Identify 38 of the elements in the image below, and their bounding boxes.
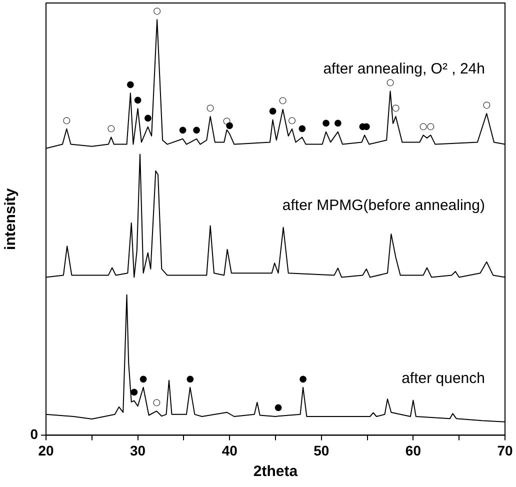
- annotation: ●: [130, 388, 138, 398]
- x-tick-label: 40: [222, 442, 238, 458]
- annotation: ●: [134, 95, 142, 106]
- annotation: ○: [278, 96, 287, 106]
- annotation: ●: [334, 118, 342, 129]
- annotation: ○: [386, 78, 394, 88]
- annotation: ●: [178, 126, 187, 136]
- x-tick-label: 20: [38, 442, 54, 458]
- annotation: ●: [322, 118, 330, 129]
- x-axis-title: 2theta: [253, 463, 298, 480]
- annotation: ○: [392, 103, 400, 114]
- annotation: ○: [62, 116, 71, 126]
- x-tick-label: 50: [314, 442, 330, 458]
- annotation: ●: [274, 402, 282, 413]
- x-tick-label: 60: [405, 442, 422, 458]
- annotation: ●: [139, 374, 148, 384]
- annotation: ●: [192, 126, 201, 136]
- annotation: ●: [126, 80, 135, 90]
- series-label: after MPMG(before annealing): [282, 197, 485, 214]
- series-label: after quench: [402, 370, 485, 387]
- text: 0: [30, 426, 38, 442]
- annotation: ○: [153, 6, 162, 16]
- annotation: ○: [152, 398, 161, 408]
- annotation: ○: [107, 124, 116, 134]
- annotation: ●: [299, 374, 308, 384]
- series-label: after annealing, O² , 24h: [323, 60, 485, 78]
- x-tick-label: 70: [497, 442, 513, 458]
- annotation: ○: [482, 100, 491, 110]
- annotation: ○: [288, 116, 296, 126]
- annotation: ○: [206, 103, 214, 114]
- annotation: ○: [419, 122, 428, 132]
- x-tick-label: 30: [130, 442, 146, 458]
- y-axis-title: intensity: [2, 188, 20, 250]
- annotation: ○: [426, 122, 435, 132]
- annotation: ●: [298, 124, 306, 134]
- annotation: ●: [144, 114, 152, 124]
- annotation: ●: [268, 106, 277, 117]
- annotation: ●: [186, 374, 194, 384]
